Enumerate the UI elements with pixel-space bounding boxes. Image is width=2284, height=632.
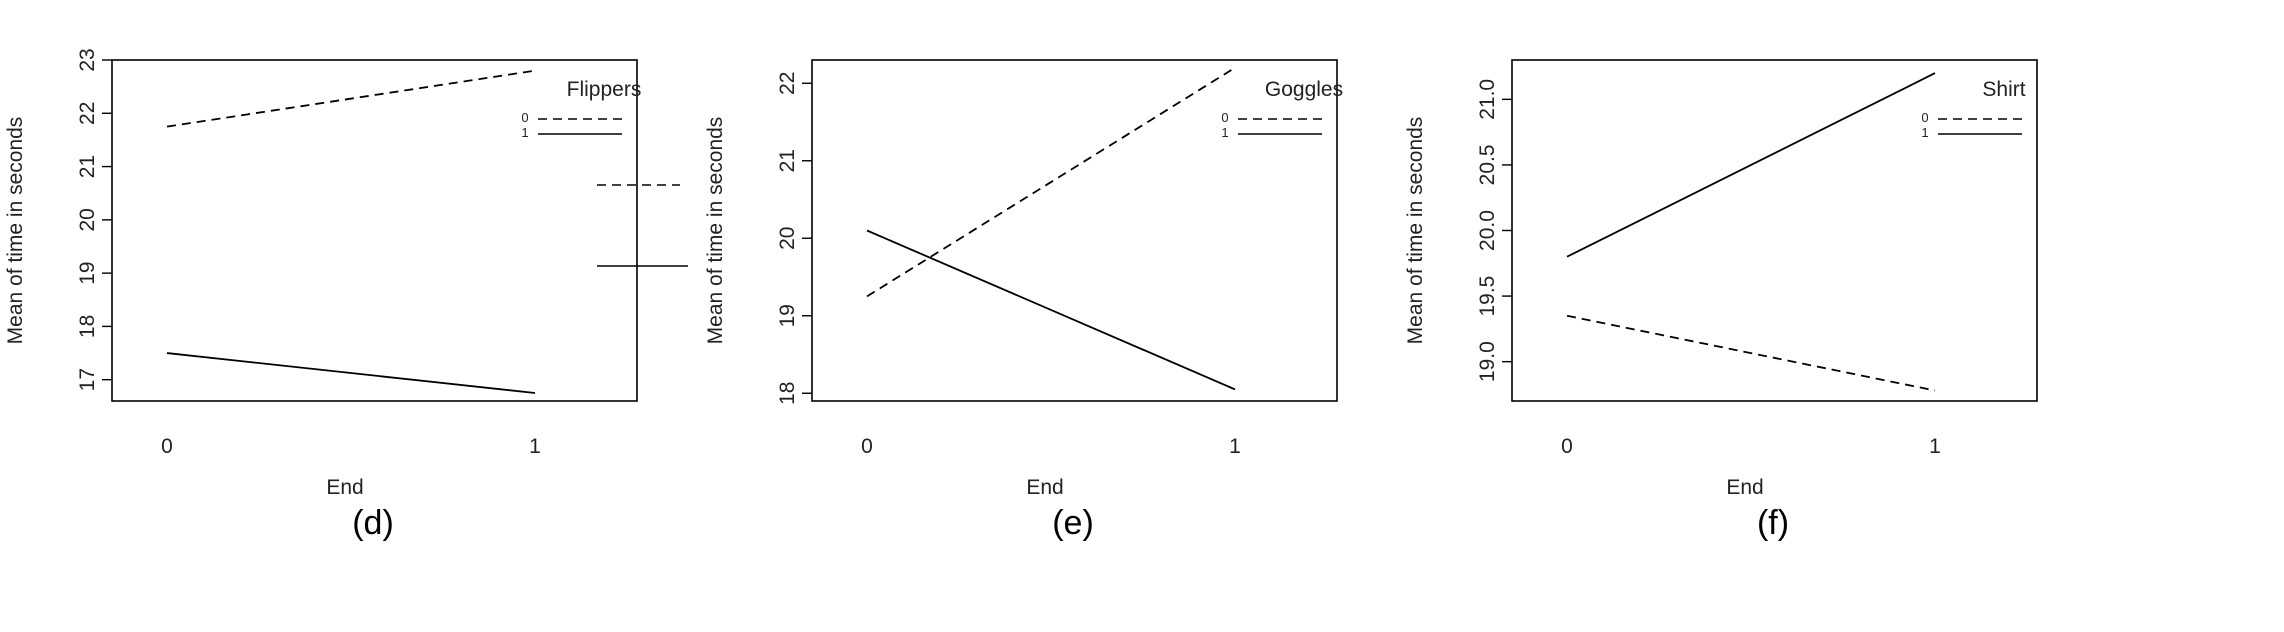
panel-caption: (f) xyxy=(1757,504,1789,542)
y-tick-label: 21.0 xyxy=(1476,79,1499,120)
legend-key-label: 1 xyxy=(1221,125,1228,140)
legend-key-label: 1 xyxy=(1921,125,1928,140)
x-tick-label: 1 xyxy=(1929,435,1941,458)
y-tick-label: 18 xyxy=(76,315,99,338)
y-tick-label: 20 xyxy=(76,208,99,231)
y-tick-label: 22 xyxy=(76,102,99,125)
x-tick-label: 0 xyxy=(1561,435,1573,458)
series-line-0 xyxy=(166,69,536,128)
x-tick-label: 0 xyxy=(161,435,173,458)
series-line-0 xyxy=(1566,314,1936,392)
legend-key-label: 0 xyxy=(1221,110,1228,125)
x-tick-label: 0 xyxy=(861,435,873,458)
x-axis-label: End xyxy=(1026,476,1063,499)
y-axis-label: Mean of time in seconds xyxy=(4,117,27,345)
plot-frame xyxy=(811,59,1338,402)
y-tick-label: 20.0 xyxy=(1476,210,1499,251)
legend-key-label: 1 xyxy=(521,125,528,140)
y-axis-label: Mean of time in seconds xyxy=(704,117,727,345)
y-tick-label: 20.5 xyxy=(1476,144,1499,185)
series-line-1 xyxy=(866,229,1236,391)
series-line-1 xyxy=(166,352,536,394)
y-tick-label: 22 xyxy=(776,72,799,95)
x-axis-label: End xyxy=(326,476,363,499)
y-tick-label: 21 xyxy=(776,149,799,172)
panel-caption: (e) xyxy=(1052,504,1094,542)
y-tick-label: 19 xyxy=(76,261,99,284)
legend-key-label: 0 xyxy=(521,110,528,125)
y-tick-label: 19.5 xyxy=(1476,276,1499,317)
x-axis-label: End xyxy=(1726,476,1763,499)
plot-frame xyxy=(1511,59,2038,402)
panel-caption: (d) xyxy=(352,504,394,542)
y-axis-label: Mean of time in seconds xyxy=(1404,117,1427,345)
y-tick-label: 17 xyxy=(76,368,99,391)
y-tick-label: 19.0 xyxy=(1476,341,1499,382)
y-tick-label: 20 xyxy=(776,227,799,250)
legend-title: Shirt xyxy=(1982,78,2025,101)
y-tick-label: 21 xyxy=(76,155,99,178)
legend-title: Goggles xyxy=(1265,78,1343,101)
legend-key-label: 0 xyxy=(1921,110,1928,125)
legend-title: Flippers xyxy=(567,78,642,101)
y-tick-label: 19 xyxy=(776,304,799,327)
y-tick-label: 18 xyxy=(776,382,799,405)
y-tick-label: 23 xyxy=(76,48,99,71)
series-line-1 xyxy=(1566,72,1936,258)
x-tick-label: 1 xyxy=(1229,435,1241,458)
series-line-0 xyxy=(866,66,1236,298)
plot-frame xyxy=(111,59,638,402)
x-tick-label: 1 xyxy=(529,435,541,458)
